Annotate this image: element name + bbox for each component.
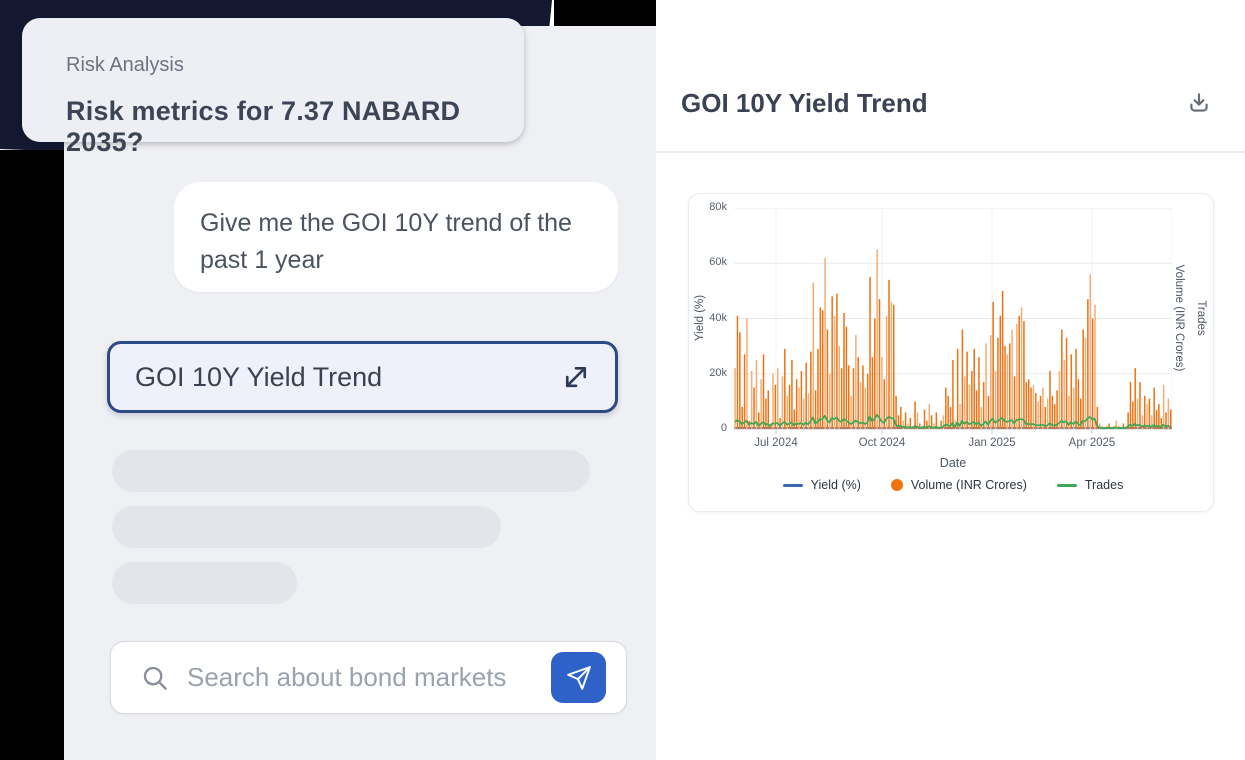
skeleton-loading-bar: [112, 562, 297, 604]
panel-divider: [656, 151, 1245, 153]
user-message-bubble: Give me the GOI 10Y trend of the past 1 …: [174, 182, 618, 292]
search-bar: [110, 641, 627, 714]
x-tick-label: Jan 2025: [968, 437, 1016, 449]
legend-label: Yield (%): [810, 478, 861, 492]
y-axis-ticks: 80k 60k 40k 20k 0: [691, 201, 727, 438]
skeleton-loading-bar: [112, 450, 590, 492]
prompt-card-category: Risk Analysis: [66, 54, 184, 76]
legend-item: Trades: [1056, 478, 1124, 492]
search-input[interactable]: [185, 661, 551, 694]
y-axis-label-right-trades: Trades: [1195, 300, 1207, 336]
send-icon: [566, 665, 591, 690]
send-button[interactable]: [551, 652, 606, 703]
y-tick-label: 80k: [709, 201, 727, 213]
legend-label: Volume (INR Crores): [910, 478, 1027, 492]
y-tick-label: 20k: [709, 366, 727, 379]
chart-detail-panel: GOI 10Y Yield Trend Yield (%) 80k 60k 40k 2…: [656, 0, 1245, 760]
legend-swatch-line: [782, 483, 803, 487]
x-tick-label: Apr 2025: [1068, 437, 1116, 449]
y-axis-label-right-volume: Volume (INR Crores): [1173, 264, 1185, 372]
legend-item: Volume (INR Crores): [890, 478, 1027, 492]
prompt-card-question: Risk metrics for 7.37 NABARD 2035?: [66, 96, 461, 157]
download-button[interactable]: [1180, 84, 1218, 122]
download-icon: [1190, 93, 1208, 112]
ink-speckles: [0, 0, 2, 2]
skeleton-loading-bar: [112, 506, 501, 548]
chart-card: Yield (%) 80k 60k 40k 20k 0 Jul 2024 Oct 2024…: [688, 193, 1214, 512]
chart-legend: Yield (%) Volume (INR Crores) Trades: [734, 478, 1172, 492]
expand-icon[interactable]: [561, 362, 591, 392]
x-axis-label: Date: [939, 456, 967, 470]
x-axis-ticks: Jul 2024 Oct 2024 Jan 2025 Apr 2025: [689, 437, 1213, 453]
y-tick-label: 40k: [709, 311, 727, 324]
chart-plot-area[interactable]: [734, 207, 1173, 436]
y-tick-label: 60k: [709, 256, 727, 269]
x-tick-label: Jul 2024: [754, 437, 798, 449]
y-tick-label: 0: [720, 422, 727, 434]
left-black-strip: [0, 150, 64, 760]
chart-plot[interactable]: [734, 207, 1173, 436]
panel-title: GOI 10Y Yield Trend: [681, 88, 928, 118]
legend-swatch-dot: [890, 479, 903, 491]
chart-chip-goi-10y[interactable]: GOI 10Y Yield Trend: [107, 341, 618, 413]
chart-chip-label: GOI 10Y Yield Trend: [135, 361, 383, 392]
chat-panel: Give me the GOI 10Y trend of the past 1 …: [64, 26, 656, 760]
x-tick-label: Oct 2024: [858, 437, 906, 449]
user-message-text: Give me the GOI 10Y trend of the past 1 …: [200, 209, 572, 274]
legend-item: Yield (%): [782, 478, 861, 492]
prompt-card[interactable]: Risk Analysis Risk metrics for 7.37 NABA…: [22, 18, 524, 157]
search-icon: [143, 666, 167, 690]
legend-swatch-line: [1056, 483, 1077, 487]
legend-label: Trades: [1084, 478, 1124, 492]
